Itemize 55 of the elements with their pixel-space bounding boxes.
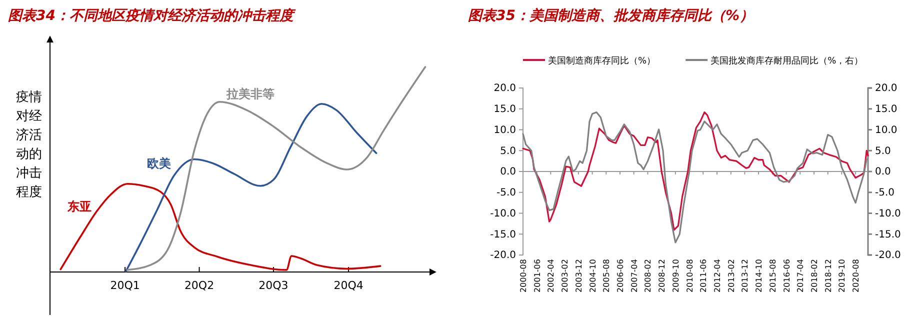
y-tick-label: 20.0 [494, 83, 516, 94]
x-tick-label: 2009-10 [671, 259, 680, 292]
x-tick-label: 2018-12 [824, 259, 833, 292]
y-tick-label: 10.0 [494, 124, 516, 136]
x-tick-label: 2006-06 [616, 259, 625, 292]
y2-tick-label: 0.0 [875, 166, 891, 178]
y2-tick-label: -15.0 [875, 229, 901, 240]
x-tick-label: 2013-02 [726, 259, 736, 292]
x-tick-label: 2012-04 [712, 259, 722, 292]
x-tick-label: 2013-12 [740, 259, 750, 292]
y2-tick-label: 20.0 [875, 83, 898, 94]
y2-tick-label: 10.0 [875, 124, 898, 136]
x-tick-label: 2011-06 [699, 259, 708, 292]
y-tick-label: -10.0 [490, 208, 516, 220]
x-tick-label: 2003-02 [560, 259, 570, 292]
x-tick-label: 2016-06 [782, 259, 792, 292]
x-tick-label: 2005-08 [602, 259, 612, 292]
x-tick-label: 2019-10 [838, 259, 847, 292]
y-axis-title: 疫情对经济活动的冲击程度 [16, 90, 42, 200]
x-tick-label: 20Q4 [334, 279, 364, 292]
series-label: 欧美 [146, 156, 171, 171]
x-tick-label: 2010-08 [685, 259, 694, 292]
series-label: 东亚 [66, 200, 92, 214]
y2-tick-label: -20.0 [875, 250, 901, 262]
x-tick-label: 20Q2 [184, 279, 214, 292]
y-tick-label: 0.0 [500, 166, 516, 178]
chart-title: 图表35：美国制造商、批发商库存同比（%） [468, 7, 754, 24]
x-tick-label: 2004-10 [588, 259, 598, 292]
y-tick-label: -20.0 [490, 250, 516, 262]
x-tick-label: 2014-10 [754, 259, 764, 292]
y-tick-label: -15.0 [490, 229, 516, 240]
y-tick-label: -5.0 [496, 188, 516, 199]
series-label: 拉美非等 [226, 86, 275, 101]
x-tick-label: 2000-08 [519, 259, 528, 292]
x-tick-label: 2020-08 [852, 259, 861, 292]
legend-label: 美国批发商库存耐用品同比（%，右） [710, 56, 864, 66]
y-tick-label: 15.0 [494, 104, 516, 116]
y2-tick-label: 5.0 [875, 146, 891, 157]
chart-title: 图表34：不同地区疫情对经济活动的冲击程度 [8, 7, 296, 24]
x-tick-label: 2008-02 [644, 259, 653, 292]
y2-tick-label: -10.0 [875, 208, 901, 220]
x-tick-label: 20Q3 [258, 279, 288, 292]
x-tick-label: 2001-06 [532, 259, 542, 292]
x-tick-label: 2017-04 [796, 259, 806, 292]
x-tick-label: 2008-12 [658, 259, 667, 292]
y2-tick-label: -5.0 [875, 188, 895, 199]
x-tick-label: 20Q1 [110, 279, 140, 292]
legend-label: 美国制造商库存同比（%） [548, 56, 656, 66]
y2-tick-label: 15.0 [875, 104, 898, 116]
x-tick-label: 2003-12 [574, 259, 584, 292]
y-tick-label: 5.0 [500, 146, 516, 157]
x-tick-label: 2007-04 [630, 259, 639, 292]
x-tick-label: 2002-04 [546, 259, 556, 292]
x-tick-label: 2018-02 [810, 259, 820, 292]
x-tick-label: 2015-08 [768, 259, 778, 292]
